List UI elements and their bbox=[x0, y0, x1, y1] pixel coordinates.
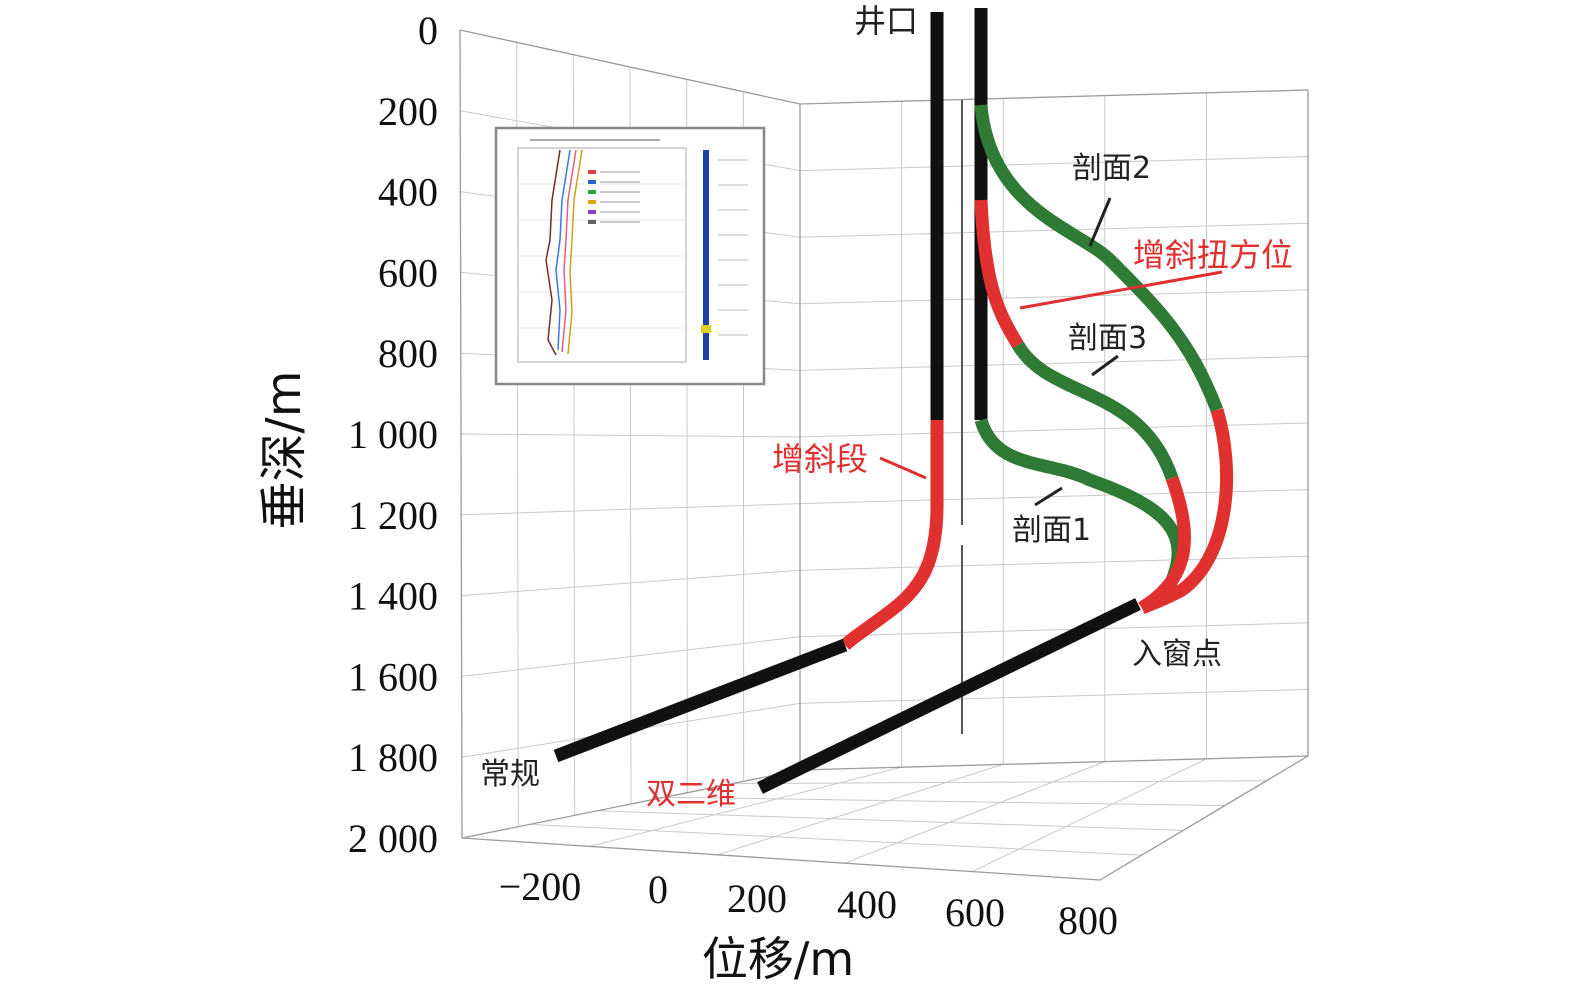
box-edge bbox=[459, 29, 801, 105]
x-axis-label: 位移/m bbox=[702, 932, 854, 986]
profile2-curve bbox=[974, 104, 1224, 413]
inset-curve bbox=[555, 149, 571, 351]
y-axis-label: 垂深/m bbox=[256, 371, 312, 530]
inset-legend-swatch bbox=[588, 190, 596, 194]
profile3-end bbox=[1138, 475, 1191, 614]
box-edge bbox=[1099, 755, 1309, 881]
inset-curve bbox=[567, 149, 583, 355]
y-tick-label: 400 bbox=[378, 170, 438, 215]
grid-line-back-h bbox=[799, 622, 1309, 638]
build-section-label: 增斜段 bbox=[772, 440, 868, 478]
profile2-leader bbox=[1088, 197, 1112, 247]
box-edge bbox=[799, 755, 1309, 771]
grid-line-back-h bbox=[799, 688, 1309, 704]
profile3-label: 剖面3 bbox=[1068, 321, 1147, 356]
inset-curve bbox=[561, 149, 577, 353]
profile3-build bbox=[974, 199, 1024, 349]
grid-line-floor-a bbox=[844, 761, 1105, 864]
conventional-build bbox=[840, 420, 944, 650]
y-tick-label: 1 400 bbox=[348, 574, 438, 619]
build-azimuth-leader bbox=[1019, 270, 1223, 310]
profile1-label: 剖面1 bbox=[1012, 513, 1091, 548]
x-tick-label: 600 bbox=[945, 890, 1005, 935]
grid-line-back-h bbox=[799, 156, 1309, 172]
y-tick-label: 1 600 bbox=[348, 654, 438, 699]
inset-legend-swatch bbox=[588, 170, 596, 174]
x-tick-label: 800 bbox=[1058, 898, 1118, 943]
inset-legend-swatch bbox=[588, 200, 596, 204]
grid-line-floor-b bbox=[664, 796, 1225, 807]
y-tick-label: 1 000 bbox=[348, 412, 438, 457]
axis-ticks: 0 200 400 600 800 1 000 1 200 1 400 1 600 1 800 2 … bbox=[256, 8, 1118, 986]
x-tick-label: 400 bbox=[837, 882, 897, 927]
x-tick-label: −200 bbox=[499, 864, 582, 909]
grid-line-back-h bbox=[799, 289, 1309, 305]
dual2d-label: 双二维 bbox=[646, 777, 736, 812]
profile2-label: 剖面2 bbox=[1072, 151, 1151, 186]
wellhead-label: 井口 bbox=[854, 2, 918, 40]
build-azimuth-label: 增斜扭方位 bbox=[1133, 236, 1293, 274]
box-edge bbox=[461, 837, 1101, 881]
build-section-leader bbox=[879, 456, 927, 480]
y-tick-label: 200 bbox=[378, 89, 438, 134]
inset-thumbnail bbox=[494, 126, 766, 386]
grid-line-floor-a bbox=[717, 763, 1004, 856]
y-tick-label: 600 bbox=[378, 250, 438, 295]
y-tick-label: 2 000 bbox=[348, 816, 438, 861]
x-tick-label: 200 bbox=[727, 876, 787, 921]
inset-plot-frame bbox=[517, 147, 687, 363]
grid-line-floor-b bbox=[529, 823, 1142, 856]
box-edge bbox=[459, 29, 463, 839]
grid-line-floor-a bbox=[972, 758, 1207, 873]
grid-line-back-h bbox=[799, 422, 1309, 438]
grid-line-floor-a bbox=[589, 766, 902, 847]
box-edge bbox=[461, 769, 801, 839]
profile3-leader bbox=[1091, 354, 1119, 377]
profile3-curve bbox=[1012, 341, 1179, 481]
grid-line-back-h bbox=[799, 555, 1309, 571]
y-tick-label: 800 bbox=[378, 331, 438, 376]
inset-legend-swatch bbox=[588, 180, 596, 184]
grid-line-floor-b bbox=[732, 780, 1267, 785]
x-tick-label: 0 bbox=[648, 867, 668, 912]
y-tick-label: 0 bbox=[418, 8, 438, 53]
profile1-leader bbox=[1034, 486, 1063, 507]
inset-legend-swatch bbox=[588, 210, 596, 214]
well-trajectories bbox=[553, 8, 1234, 794]
box-edge bbox=[799, 89, 1309, 105]
profile1-curve bbox=[974, 417, 1185, 588]
inset-curve bbox=[545, 149, 561, 356]
dual2d-horizontal bbox=[757, 598, 1141, 794]
conventional-horizontal bbox=[553, 638, 848, 763]
grid-line-back-h bbox=[799, 355, 1309, 371]
inset-legend-swatch bbox=[588, 220, 596, 224]
grid-line-floor-b bbox=[597, 810, 1184, 831]
inset-column-marker bbox=[701, 325, 711, 333]
entry-point-label: 入窗点 bbox=[1132, 637, 1222, 672]
y-tick-label: 1 200 bbox=[348, 493, 438, 538]
conventional-label: 常规 bbox=[480, 757, 540, 792]
y-tick-label: 1 800 bbox=[348, 735, 438, 780]
